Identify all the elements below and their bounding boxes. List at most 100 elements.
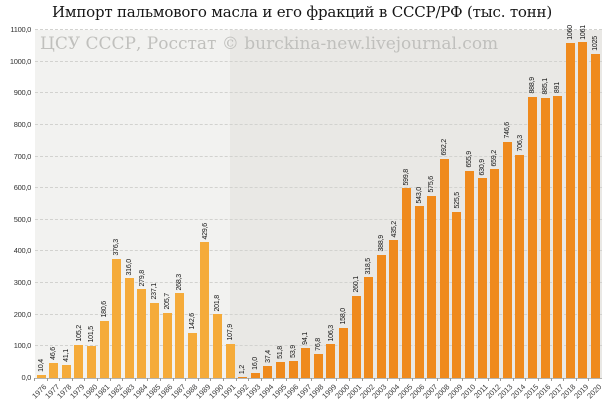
x-tick — [84, 378, 86, 381]
x-tick — [588, 378, 590, 381]
bar-value-label: 630,9 — [478, 158, 486, 176]
gridline — [35, 187, 602, 189]
bar-value-label-wrap: 16,0 — [249, 357, 262, 370]
bar-slot: 316,0 1983 — [118, 30, 136, 401]
x-tick — [538, 378, 539, 381]
bar-slot: 891 2017 — [547, 30, 565, 400]
bar-slot: 107,9 1991 — [219, 30, 237, 400]
bar-value-label: 279,8 — [138, 269, 146, 287]
bar-value-label-wrap: 630,9 — [476, 159, 489, 176]
bar-value-label-wrap: 180,6 — [98, 301, 111, 318]
x-tick — [386, 378, 388, 381]
x-tick — [512, 378, 514, 381]
bar-value-label-wrap: 237,1 — [148, 283, 161, 300]
bar-value-label-wrap: 279,8 — [136, 270, 149, 287]
bar-value-label-wrap: 105,2 — [73, 325, 86, 342]
bar — [313, 353, 323, 378]
bar-slot: 94,1 1997 — [295, 30, 313, 400]
bar-slot: 180,6 1981 — [93, 30, 111, 400]
x-tick — [248, 378, 250, 381]
bar-value-label-wrap: 376,3 — [111, 239, 124, 256]
bar — [124, 278, 134, 378]
bar — [540, 98, 550, 378]
bar-value-label: 1061 — [579, 24, 587, 40]
bar-value-label: 1,2 — [239, 364, 247, 374]
bar-value-label: 37,4 — [264, 350, 272, 364]
bar-value-label-wrap: 706,3 — [514, 135, 527, 152]
bar — [591, 53, 601, 378]
bar-value-label-wrap: 201,8 — [211, 295, 224, 312]
x-tick — [97, 378, 98, 381]
bar-value-label: 599,8 — [403, 168, 411, 186]
bar-value-label: 891 — [554, 82, 562, 94]
x-tick — [563, 378, 565, 381]
x-tick — [122, 378, 124, 381]
bar-value-label: 706,3 — [516, 135, 524, 152]
y-tick-label: 900,0 — [13, 88, 32, 98]
x-tick — [273, 378, 275, 381]
gridline — [35, 282, 602, 284]
bar-value-label: 692,2 — [440, 139, 448, 157]
bar-slot: 575,6 2007 — [421, 30, 439, 400]
x-tick — [449, 378, 451, 381]
bar — [578, 42, 588, 378]
bar-value-label-wrap: 268,3 — [174, 274, 187, 291]
bar — [439, 159, 449, 378]
bar-slot: 376,3 1982 — [106, 30, 124, 400]
bar-value-label-wrap: 51,8 — [274, 346, 287, 359]
bar — [213, 314, 223, 378]
bar-value-label-wrap: 76,8 — [312, 338, 325, 351]
x-tick — [575, 378, 577, 381]
bar-value-label: 105,2 — [75, 325, 83, 342]
bar-slot: 46,6 1977 — [43, 30, 61, 400]
gridline — [35, 155, 602, 157]
bar-slot: 429,6 1989 — [194, 30, 212, 401]
bar-value-label-wrap: 158,0 — [337, 308, 350, 325]
gridline — [35, 313, 602, 315]
bar-value-label-wrap: 205,7 — [161, 293, 174, 310]
bar — [225, 343, 235, 378]
bar-slot: 53,9 1996 — [282, 30, 300, 400]
x-tick — [160, 378, 161, 381]
bar — [238, 377, 248, 378]
x-tick — [34, 378, 35, 381]
bar-value-label: 76,8 — [314, 337, 322, 351]
bar-value-label-wrap: 388,9 — [375, 235, 388, 252]
bar — [200, 242, 210, 378]
bar-slot: 16,0 1993 — [244, 30, 262, 400]
bar-value-label-wrap: 106,3 — [325, 325, 338, 342]
bar-slot: 1025 2020 — [585, 30, 603, 401]
bar-value-label-wrap: 318,5 — [363, 258, 376, 275]
bar-slot: 318,5 2002 — [358, 30, 376, 401]
y-tick-label: 700,0 — [13, 151, 32, 161]
bar — [528, 96, 538, 378]
bar-value-label-wrap: 53,9 — [287, 345, 300, 358]
gridline — [35, 218, 602, 220]
bar-value-label-wrap: 1025 — [589, 36, 602, 51]
bar-value-label-wrap: 429,6 — [199, 223, 212, 240]
x-tick — [185, 378, 187, 381]
bar-value-label-wrap: 1061 — [577, 25, 590, 40]
bar — [263, 366, 273, 378]
y-tick-label: 200,0 — [13, 309, 32, 319]
bar — [339, 328, 349, 378]
bar-slot: 237,1 1985 — [144, 30, 162, 400]
bars: 10,4 1976 46,6 1977 41,1 1978 105,2 1979 101,5 19… — [30, 25, 603, 401]
bar — [276, 361, 286, 378]
bar — [187, 332, 197, 378]
bar-value-label: 46,6 — [50, 347, 58, 361]
bar-value-label: 318,5 — [365, 257, 373, 275]
bar-value-label: 237,1 — [151, 283, 159, 300]
bar-value-label-wrap: 885,1 — [539, 78, 552, 95]
bar-value-label: 388,9 — [377, 235, 385, 252]
bar-slot: 1061 2019 — [572, 25, 590, 401]
x-tick — [550, 378, 552, 381]
x-tick — [298, 378, 300, 381]
bar-value-label: 142,6 — [188, 313, 196, 330]
x-tick — [147, 378, 149, 381]
bar — [427, 195, 437, 378]
y-tick-label: 400,0 — [13, 246, 32, 256]
bar — [301, 348, 311, 378]
bar-value-label: 316,0 — [125, 258, 133, 276]
bar — [137, 289, 147, 378]
